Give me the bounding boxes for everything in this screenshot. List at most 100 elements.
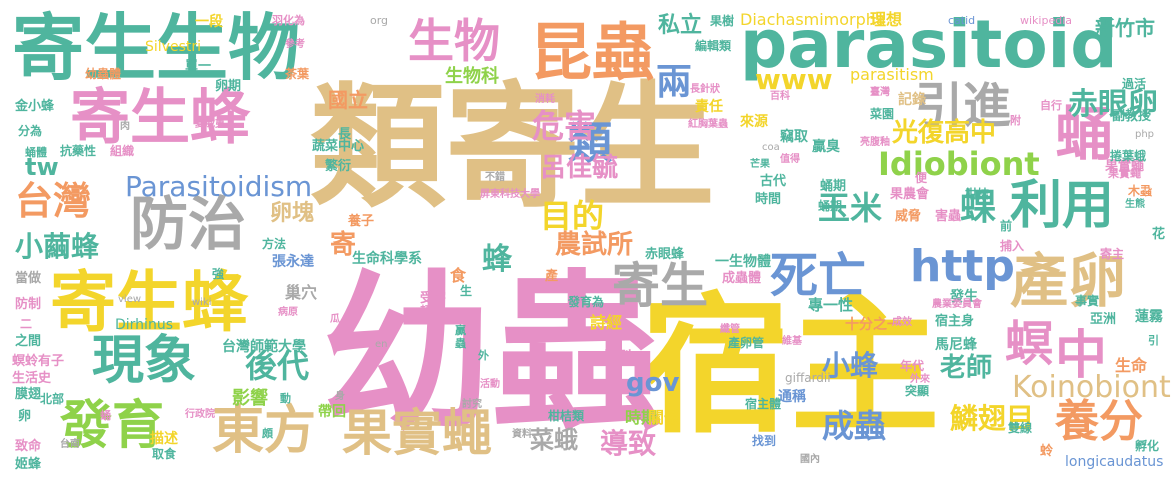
word-parasitoid: parasitoid (740, 6, 1118, 83)
word-yangfen: 養分 (1055, 396, 1143, 447)
word-parasitoidism: Parasitoidism (125, 170, 313, 203)
word-gua: 瓜 (330, 314, 340, 325)
word-ganju: 柑桔 (965, 187, 990, 201)
word-yangzi: 養子 (348, 214, 375, 229)
word-longicaudatus: longicaudatus (1065, 454, 1164, 470)
word-liangfuyou: 亮腹釉 (860, 137, 890, 148)
word-chanluanguan: 產卵管 (728, 336, 765, 350)
word-taiwan-shida: 台灣師範大學 (222, 339, 306, 355)
word-bian: 便 (915, 171, 928, 185)
word-houdai: 後代 (245, 347, 310, 385)
word-miaoshu: 描述 (150, 431, 178, 447)
word-bucuo: 不錯 (485, 172, 505, 183)
word-dianxing: 典型 (600, 348, 633, 367)
word-juanyee: 捲葉蛾 (1110, 149, 1147, 163)
word-mangguo: 芒果 (750, 159, 770, 170)
word-dong: 動 (280, 392, 291, 405)
word-shijian: 時間 (755, 192, 782, 207)
word-dangzuo: 當做 (15, 271, 42, 286)
word-catid: catid (948, 14, 976, 27)
word-lei-jisheng: 類寄生 (310, 69, 715, 226)
word-view: view (118, 294, 142, 305)
word-mingling-youzi: 螟蛉有子 (12, 354, 65, 369)
word-po: 頗 (262, 427, 273, 440)
word-lianwu: 蓮霧 (1135, 309, 1163, 325)
word-ming: 螟 (1005, 316, 1054, 372)
word-mushi: 木蝨 (1128, 184, 1153, 198)
word-guoli: 國立 (328, 88, 368, 112)
word-er: 二 (20, 317, 33, 331)
word-wailai: 外來 (910, 374, 930, 385)
word-yishengwuti: 一生物體 (715, 254, 771, 270)
word-suzhuti: 宿主體 (745, 397, 782, 411)
word-youchongti: 幼蟲體 (85, 67, 122, 81)
word-jisheng-gray: 寄生 (612, 258, 709, 314)
word-chiyanfeng: 赤眼蜂 (645, 247, 685, 262)
word-youchong: 幼蟲 (322, 256, 663, 454)
word-fangfa: 方法 (262, 237, 287, 251)
word-guonei: 國內 (800, 454, 820, 465)
word-chaoxue: 巢穴 (285, 283, 318, 302)
word-qiang: 強 (212, 267, 225, 281)
word-suzhushen: 宿主身 (935, 314, 975, 329)
word-pingdong-keji: 屏東科技大學 (480, 189, 540, 200)
word-chaye: 茶葉 (285, 67, 310, 81)
word-wiki: wiki (192, 297, 212, 308)
word-qian: 前 (1000, 219, 1013, 233)
word-xiaofeng: 小蜂 (822, 349, 879, 382)
word-shiqi: 時期 (625, 408, 658, 427)
word-en: en (375, 339, 388, 350)
word-yongqi: 蛹期 (820, 179, 847, 194)
word-ling: 蛉 (1040, 444, 1054, 459)
word-chengxiao: 成效 (892, 317, 912, 328)
word-xianxiang: 現象 (92, 331, 197, 391)
word-zuzhi: 組織 (110, 144, 135, 158)
word-wai: 外 (478, 349, 489, 362)
word-taojiu: 討究 (462, 399, 482, 410)
word-fuhua: 孵化 (1135, 439, 1160, 453)
word-shuangxian: 雙線 (1008, 421, 1033, 435)
word-baike: 百科 (770, 91, 790, 102)
word-chengchong: 成蟲 (822, 407, 887, 445)
word-guoshiying: 果實蠅 (342, 404, 492, 462)
word-daozhi: 導致 (600, 427, 657, 460)
word-ji: 寄 (330, 230, 357, 260)
word-fu: 附 (1010, 114, 1021, 127)
word-lujiayu: 呂佳毓 (540, 153, 619, 183)
word-huodong: 活動 (480, 379, 500, 390)
word-fujiaoshou: 副教授 (1112, 109, 1152, 124)
word-silvestri: Silvestri (145, 39, 201, 55)
word-shishi: 事實 (1075, 294, 1100, 308)
word-ziliao: 資料 (512, 429, 532, 440)
word-liyong: 利用 (1010, 176, 1115, 236)
word-php: php (1135, 129, 1155, 140)
word-linchimu: 鱗翅目 (950, 402, 1035, 435)
word-changzhenzhuang: 長針狀 (690, 84, 720, 95)
word-zeren: 責任 (695, 99, 723, 115)
word-hua: 花 (1152, 227, 1166, 242)
word-qiequ: 竊取 (780, 129, 808, 145)
word-xianguan: 纖管 (720, 324, 740, 335)
word-yin: 引 (1148, 334, 1159, 347)
word-churu: 捕入 (1000, 239, 1025, 253)
word-dongfang: 東方 (212, 401, 317, 461)
word-ying: 贏 (455, 324, 466, 337)
word-cankao: 參考 (285, 39, 305, 50)
word-shijing: 詩經 (590, 313, 623, 332)
word-tainan: 台南 (60, 439, 80, 450)
word-rou: 肉 (120, 121, 130, 132)
word-luankuai: 卵塊 (270, 201, 315, 226)
word-xingzhengyuan: 行政院 (185, 409, 215, 420)
word-shengming: 生命 (1115, 356, 1148, 375)
word-yongti: 蛹體 (25, 146, 47, 159)
word-guoshiying-small: 果實蠅 (1105, 159, 1145, 174)
word-yong-small: 蛹 (100, 409, 111, 422)
word-haichong: 害蟲 (935, 209, 962, 224)
word-liang: 兩 (656, 62, 693, 103)
word-idiobiont: Idiobiont (878, 145, 1040, 183)
word-yingxiang: 影響 (232, 388, 268, 409)
word-shifenzhiyi: 十分之一 (845, 317, 901, 333)
word-gov: gov (626, 368, 680, 398)
word-manifeng: 馬尼蜂 (935, 337, 977, 353)
word-mochi: 膜翅 (15, 387, 42, 402)
